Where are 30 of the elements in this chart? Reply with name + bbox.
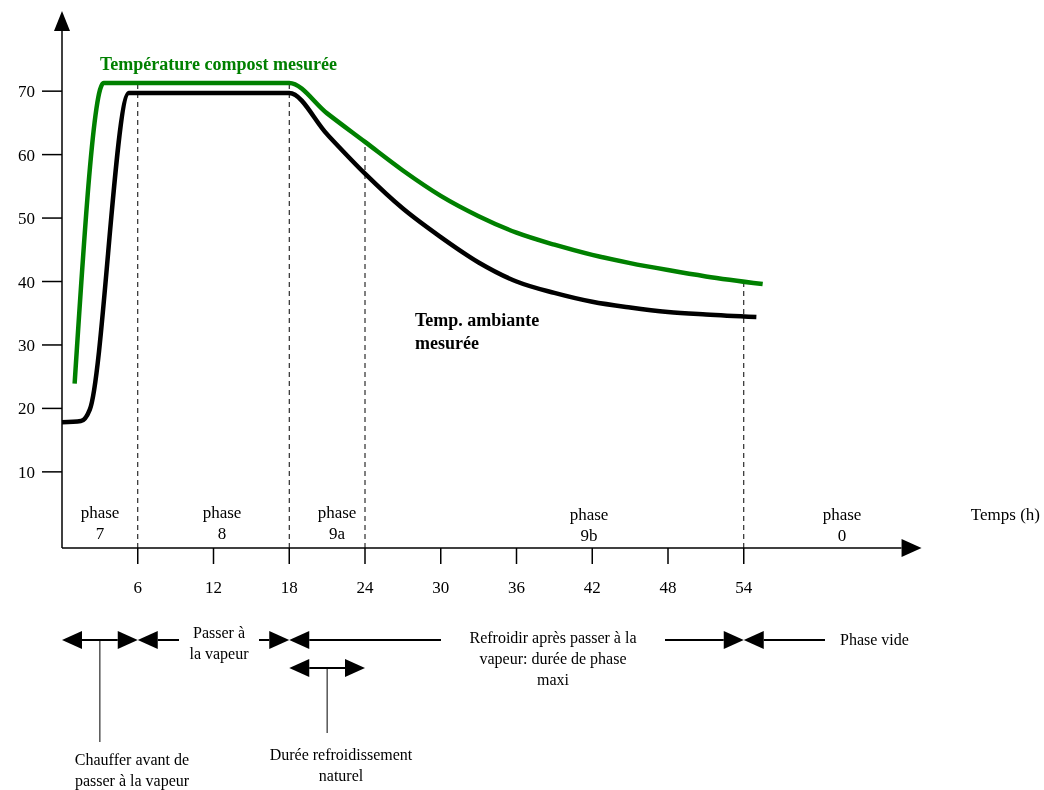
y-tick-label: 40	[18, 272, 35, 292]
line-series	[72, 80, 765, 386]
text: Chauffer avant de passer à la vapeur	[74, 751, 190, 790]
y-tick-label: 20	[18, 399, 35, 419]
y-tick-label: 30	[18, 335, 35, 355]
x-tick-label: 54	[735, 578, 753, 597]
annotation: phase 7	[80, 503, 120, 543]
series-label: Temp. ambiante mesurée	[415, 310, 540, 353]
x-tick-label: 6	[133, 578, 142, 597]
text: Phase vide	[840, 631, 909, 648]
y-tick-label: 70	[18, 82, 35, 102]
y-tick-label: 10	[18, 462, 35, 482]
text: Passer à la vapeur	[189, 624, 250, 663]
annotation: phase 8	[202, 503, 242, 543]
x-tick-label: 18	[280, 578, 298, 597]
y-tick-label: 60	[18, 145, 35, 165]
x-tick-label: 42	[583, 578, 601, 597]
x-axis-title: Temps (h)	[970, 505, 1040, 524]
y-tick-label: 50	[18, 209, 35, 229]
x-tick-label: 48	[659, 578, 677, 597]
x-tick-label: 24	[356, 578, 374, 597]
text: Durée refroidissement naturel	[269, 746, 413, 784]
text: Refroidir après passer à la vapeur: durée de phase maxi	[469, 629, 637, 688]
x-tick-label: 12	[205, 578, 222, 597]
annotation: phase 9b	[569, 505, 609, 545]
annotation: phase 0	[822, 505, 862, 545]
annotation: phase 9a	[317, 503, 357, 543]
x-tick-label: 30	[432, 578, 450, 597]
series-label: Température compost mesurée	[100, 54, 337, 74]
x-tick-label: 36	[508, 578, 525, 597]
